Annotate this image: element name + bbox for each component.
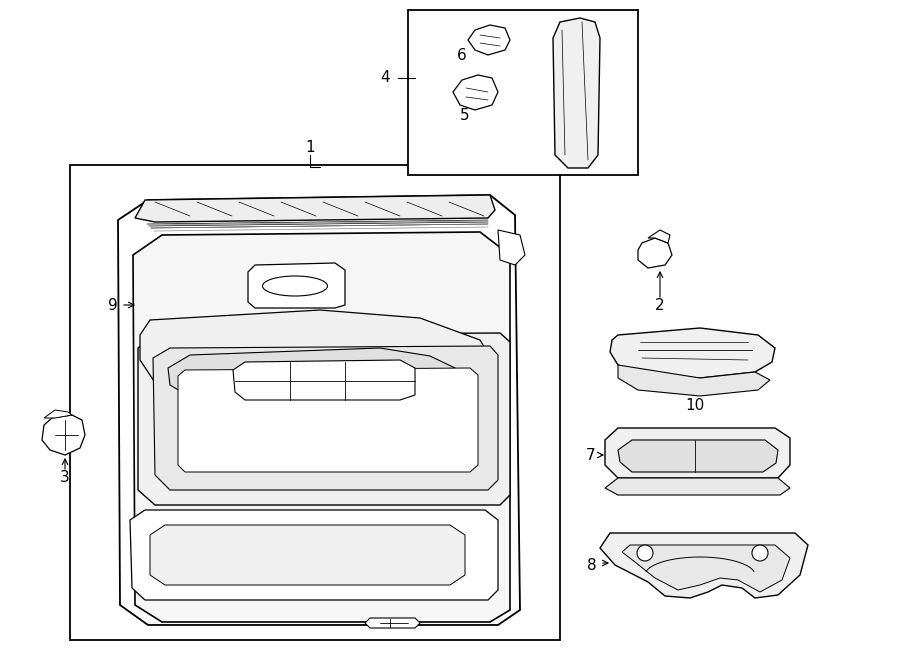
Text: 6: 6 <box>457 48 467 63</box>
Polygon shape <box>605 428 790 478</box>
Polygon shape <box>605 478 790 495</box>
Polygon shape <box>42 415 85 455</box>
Text: 9: 9 <box>108 297 118 313</box>
Polygon shape <box>248 263 345 308</box>
Polygon shape <box>600 533 808 598</box>
Polygon shape <box>233 360 415 400</box>
Text: 2: 2 <box>655 297 665 313</box>
Text: 1: 1 <box>305 141 315 155</box>
Polygon shape <box>118 195 520 625</box>
Text: 3: 3 <box>60 471 70 485</box>
Bar <box>408 10 638 175</box>
Circle shape <box>637 545 653 561</box>
Polygon shape <box>130 510 498 600</box>
Text: 4: 4 <box>381 71 390 85</box>
Text: 8: 8 <box>588 557 597 572</box>
Polygon shape <box>135 195 495 222</box>
Ellipse shape <box>263 276 328 296</box>
Polygon shape <box>638 238 672 268</box>
Circle shape <box>752 545 768 561</box>
Polygon shape <box>468 25 510 55</box>
Polygon shape <box>648 230 670 243</box>
Polygon shape <box>178 368 478 472</box>
Bar <box>70 165 560 640</box>
Polygon shape <box>553 18 600 168</box>
Text: 5: 5 <box>460 108 470 122</box>
Polygon shape <box>622 545 790 592</box>
Polygon shape <box>138 333 510 505</box>
Polygon shape <box>618 365 770 396</box>
Text: 7: 7 <box>585 447 595 463</box>
Polygon shape <box>133 232 510 622</box>
Polygon shape <box>453 75 498 110</box>
Polygon shape <box>365 618 420 628</box>
Polygon shape <box>140 310 495 415</box>
Polygon shape <box>150 525 465 585</box>
Polygon shape <box>618 440 778 472</box>
Polygon shape <box>44 410 72 418</box>
Text: 10: 10 <box>686 397 705 412</box>
Polygon shape <box>153 346 498 490</box>
Polygon shape <box>610 328 775 378</box>
Polygon shape <box>498 230 525 265</box>
Polygon shape <box>168 348 460 410</box>
